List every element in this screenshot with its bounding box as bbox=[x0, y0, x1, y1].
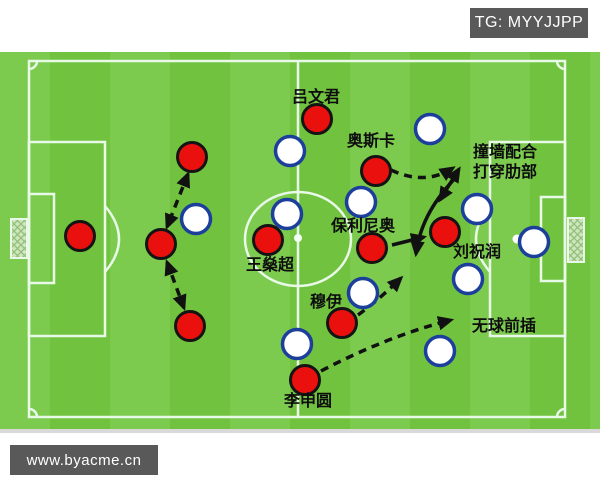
player-marker-red bbox=[176, 141, 208, 173]
center-circle bbox=[243, 190, 353, 288]
player-marker-red bbox=[252, 224, 284, 256]
site-watermark: www.byacme.cn bbox=[10, 445, 158, 475]
player-marker-white bbox=[413, 112, 447, 146]
corner-arc-top-left bbox=[28, 60, 39, 71]
site-watermark-text: www.byacme.cn bbox=[26, 451, 142, 469]
player-marker-red bbox=[429, 216, 461, 248]
run-arrow-dashed bbox=[320, 316, 455, 373]
player-label: 王燊超 bbox=[246, 255, 295, 274]
corner-arc-bottom-right bbox=[555, 407, 566, 418]
goal-left bbox=[10, 218, 28, 259]
player-marker-red bbox=[326, 307, 358, 339]
center-spot bbox=[294, 234, 302, 242]
goal-area-left bbox=[27, 192, 56, 285]
player-marker-red bbox=[64, 220, 96, 252]
annotation-text: 无球前插 bbox=[471, 316, 536, 335]
telegram-watermark: TG: MYYJJPP bbox=[470, 8, 588, 38]
player-marker-red bbox=[174, 310, 206, 342]
run-arrow-dashed bbox=[356, 275, 404, 317]
player-markers bbox=[64, 103, 551, 396]
player-marker-red bbox=[145, 228, 177, 260]
player-label: 刘祝润 bbox=[453, 242, 501, 261]
player-marker-red bbox=[289, 364, 321, 396]
player-marker-red bbox=[360, 155, 392, 187]
player-marker-red bbox=[301, 103, 333, 135]
player-label: 穆伊 bbox=[310, 292, 342, 311]
player-label: 奥斯卡 bbox=[347, 131, 395, 150]
player-marker-white bbox=[344, 185, 378, 219]
player-marker-white bbox=[280, 327, 314, 361]
corner-arc-bottom-left bbox=[28, 407, 39, 418]
player-marker-white bbox=[460, 192, 494, 226]
player-marker-white bbox=[270, 197, 304, 231]
player-marker-white bbox=[273, 134, 307, 168]
corner-arc-top-right bbox=[555, 60, 566, 71]
player-label: 保利尼奥 bbox=[330, 216, 396, 235]
player-marker-white bbox=[517, 225, 551, 259]
movement-arrows bbox=[164, 166, 461, 373]
telegram-watermark-text: TG: MYYJJPP bbox=[474, 14, 584, 31]
player-marker-white bbox=[179, 202, 213, 236]
player-label: 吕文君 bbox=[292, 87, 340, 106]
player-label: 李申圆 bbox=[283, 391, 332, 410]
run-arrow-dashed bbox=[165, 171, 190, 230]
annotation-text: 撞墙配合打穿肋部 bbox=[473, 142, 538, 181]
video-edge-line bbox=[0, 429, 600, 433]
penalty-arc-left bbox=[104, 205, 121, 273]
player-marker-red bbox=[356, 232, 388, 264]
player-marker-white bbox=[423, 334, 457, 368]
run-arrow-dashed bbox=[390, 166, 456, 182]
player-marker-white bbox=[346, 276, 380, 310]
pass-arrow-solid bbox=[410, 173, 460, 258]
player-marker-white bbox=[451, 262, 485, 296]
run-arrow-dashed bbox=[164, 258, 187, 312]
goal-right bbox=[567, 217, 585, 263]
